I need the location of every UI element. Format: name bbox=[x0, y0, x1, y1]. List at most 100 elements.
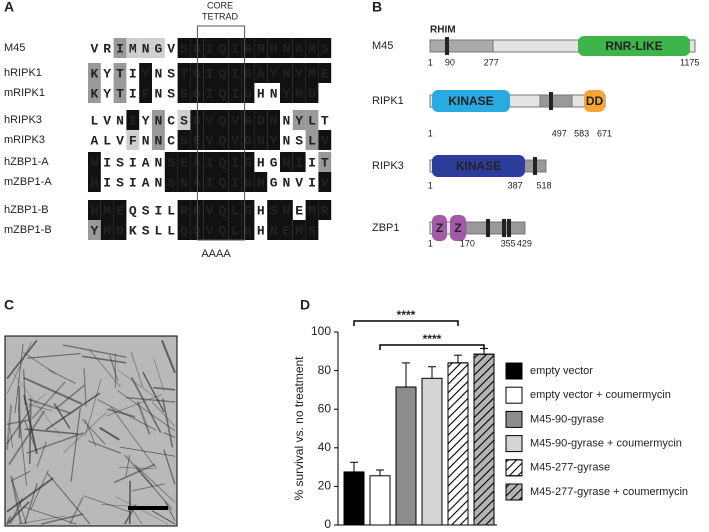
residue: S bbox=[142, 203, 150, 218]
residue: Q bbox=[218, 203, 226, 218]
residue: S bbox=[167, 175, 175, 190]
residue: R bbox=[103, 41, 111, 56]
residue-shade bbox=[126, 110, 140, 130]
residue: N bbox=[154, 155, 162, 170]
residue-shade bbox=[254, 38, 268, 58]
residue: N bbox=[282, 203, 290, 218]
residue: F bbox=[129, 133, 137, 148]
residue-shade bbox=[216, 200, 229, 220]
fiber bbox=[18, 386, 21, 439]
residue-shade bbox=[139, 38, 152, 58]
residue-shade bbox=[267, 220, 280, 240]
residue: V bbox=[206, 133, 214, 148]
residue: A bbox=[90, 133, 98, 148]
residue: C bbox=[167, 113, 175, 128]
residue: N bbox=[282, 66, 290, 81]
residue: Y bbox=[295, 66, 303, 81]
rhim bbox=[507, 219, 511, 237]
residue: T bbox=[321, 113, 329, 128]
residue: V bbox=[231, 133, 239, 148]
residue: S bbox=[180, 41, 188, 56]
fiber bbox=[31, 381, 66, 420]
y-tick-label: 0 bbox=[324, 517, 331, 531]
fiber bbox=[24, 402, 53, 412]
residue: L bbox=[308, 133, 316, 148]
residue-shade bbox=[88, 220, 101, 240]
residue: N bbox=[270, 113, 278, 128]
residue-shade bbox=[203, 172, 216, 192]
residue-shade bbox=[292, 152, 306, 172]
residue: Q bbox=[129, 203, 137, 218]
panel-label: C bbox=[4, 297, 14, 313]
residue: Y bbox=[90, 223, 98, 238]
rhim bbox=[549, 92, 553, 110]
bar-hatch bbox=[447, 362, 469, 526]
domain-label: DD bbox=[586, 94, 604, 108]
residue: G bbox=[244, 113, 252, 128]
fiber bbox=[130, 351, 144, 388]
position-label: 90 bbox=[445, 57, 455, 67]
fibers bbox=[6, 339, 176, 525]
residue: E bbox=[193, 133, 201, 148]
residue: D bbox=[116, 223, 124, 238]
legend-hatch bbox=[505, 483, 523, 501]
residue: I bbox=[206, 155, 214, 170]
position-label: 170 bbox=[460, 238, 475, 248]
fiber bbox=[125, 455, 131, 477]
residue-shade bbox=[203, 63, 216, 83]
fiber bbox=[88, 440, 122, 454]
residue-shade bbox=[88, 83, 101, 103]
residue-shade bbox=[190, 130, 204, 150]
significance-bracket bbox=[353, 320, 459, 326]
residue: T bbox=[116, 66, 124, 81]
residue: I bbox=[231, 155, 239, 170]
residue: E bbox=[116, 203, 124, 218]
residue: N bbox=[282, 155, 290, 170]
residue: Y bbox=[103, 86, 111, 101]
y-tick-label: 20 bbox=[318, 479, 332, 493]
residue: N bbox=[282, 41, 290, 56]
position-label: 387 bbox=[508, 180, 523, 190]
residue: S bbox=[167, 66, 175, 81]
residue: S bbox=[270, 203, 278, 218]
residue: S bbox=[180, 133, 188, 148]
residue: G bbox=[193, 113, 201, 128]
fiber bbox=[22, 351, 56, 375]
residue: I bbox=[129, 175, 137, 190]
residue-shade bbox=[203, 110, 216, 130]
domain-label: Z bbox=[436, 221, 443, 235]
domain bbox=[432, 90, 510, 112]
residue: I bbox=[231, 41, 239, 56]
residue: M bbox=[308, 203, 316, 218]
residue-shade bbox=[228, 130, 242, 150]
residue-shade bbox=[88, 200, 101, 220]
row-name: M45 bbox=[4, 42, 25, 54]
fiber bbox=[36, 441, 47, 468]
rhim bbox=[533, 157, 537, 175]
residue: H bbox=[257, 203, 265, 218]
residue: A bbox=[193, 175, 201, 190]
row-name: hRIPK3 bbox=[4, 114, 42, 126]
residue-shade bbox=[126, 130, 140, 150]
residue-shade bbox=[292, 220, 306, 240]
residue: Y bbox=[142, 66, 150, 81]
fiber bbox=[151, 401, 176, 427]
residue-shade bbox=[254, 63, 268, 83]
protein-name: M45 bbox=[372, 40, 393, 52]
residue-shade bbox=[292, 110, 306, 130]
residue: Y bbox=[103, 66, 111, 81]
residue-shade bbox=[305, 110, 319, 130]
residue: V bbox=[206, 223, 214, 238]
residue-shade bbox=[228, 220, 242, 240]
residue-shade bbox=[113, 220, 127, 240]
residue: N bbox=[180, 175, 188, 190]
residue: Y bbox=[295, 113, 303, 128]
bar bbox=[343, 471, 365, 526]
fiber bbox=[131, 483, 165, 492]
residue: Q bbox=[218, 86, 226, 101]
fiber bbox=[62, 344, 127, 358]
residue: G bbox=[244, 86, 252, 101]
domain bbox=[578, 36, 690, 56]
